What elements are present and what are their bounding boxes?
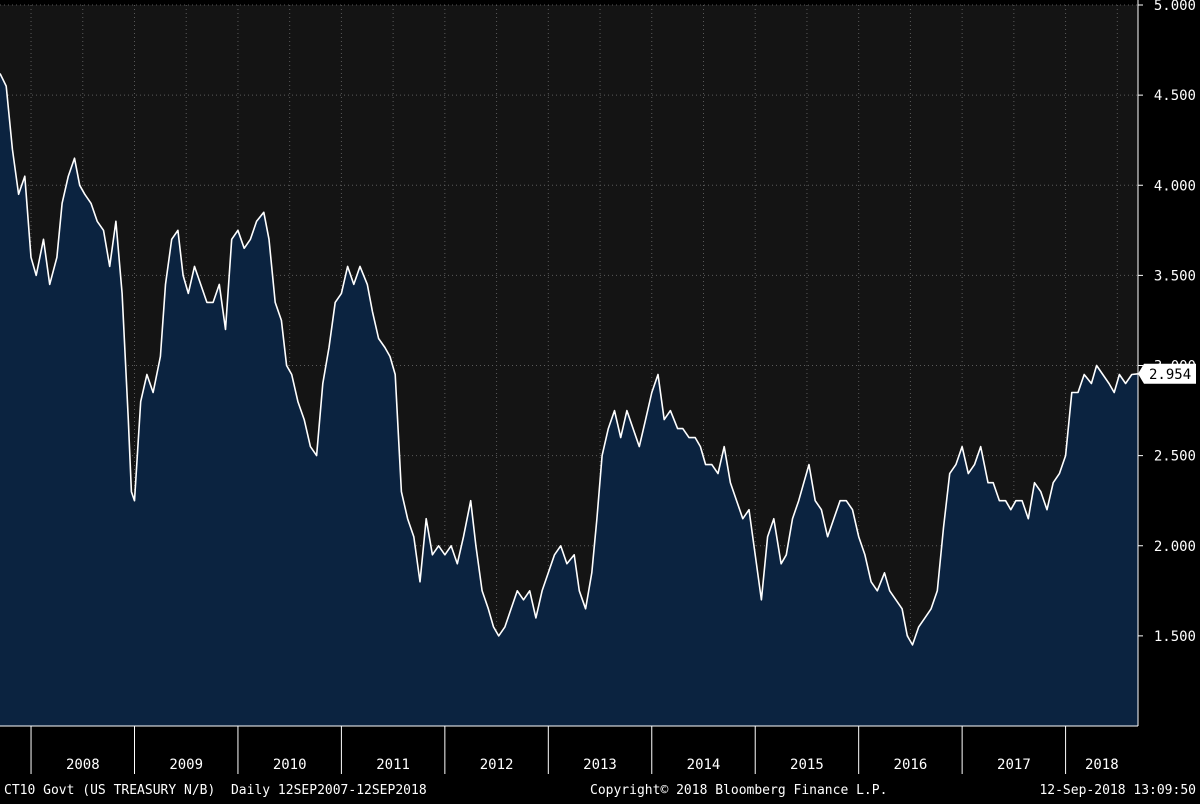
y-tick-label: 4.000 — [1154, 178, 1196, 194]
x-tick-label: 2010 — [273, 757, 307, 773]
x-tick-label: 2008 — [66, 757, 100, 773]
y-tick-label: 3.500 — [1154, 268, 1196, 284]
footer-source: CT10 Govt (US TREASURY N/B) Daily 12SEP2… — [4, 783, 427, 798]
footer-timestamp: 12-Sep-2018 13:09:50 — [1039, 783, 1196, 798]
grid-lines — [0, 4, 1138, 726]
x-tick-label: 2015 — [790, 757, 824, 773]
series-line — [0, 73, 1139, 646]
last-value-marker: 2.954 — [1138, 363, 1196, 384]
x-axis-ticks: 2008 2009 2010 2011 2012 2013 2014 2015 2016 2017… — [30, 726, 1119, 774]
x-tick-label: 2009 — [169, 757, 203, 773]
y-tick-label: 2.000 — [1154, 539, 1196, 555]
x-tick-label: 2013 — [583, 757, 617, 773]
x-tick-label: 2012 — [480, 757, 514, 773]
x-tick-label: 2017 — [997, 757, 1031, 773]
footer-copyright: Copyright© 2018 Bloomberg Finance L.P. — [590, 783, 887, 798]
x-tick-label: 2014 — [687, 757, 721, 773]
y-tick-label: 5.000 — [1154, 0, 1196, 14]
series-area — [0, 73, 1138, 726]
x-tick-label: 2011 — [376, 757, 410, 773]
x-tick-label: 2018 — [1085, 757, 1119, 773]
x-tick-label: 2016 — [894, 757, 928, 773]
last-value-label: 2.954 — [1149, 367, 1191, 383]
last-value-box — [1138, 363, 1196, 384]
y-tick-label: 2.500 — [1154, 449, 1196, 465]
y-tick-label: 4.500 — [1154, 88, 1196, 104]
y-tick-label: 1.500 — [1154, 629, 1196, 645]
